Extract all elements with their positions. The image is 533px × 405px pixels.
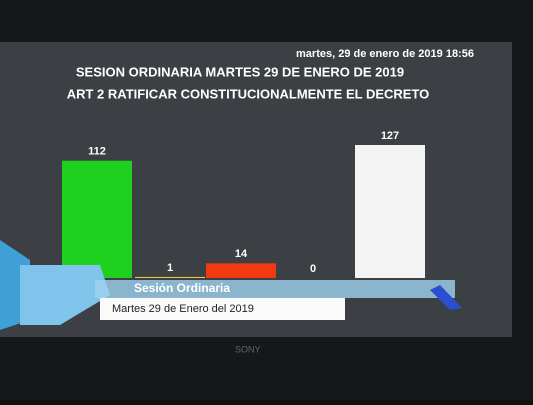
bar xyxy=(62,160,132,278)
value-label: 112 xyxy=(88,146,106,158)
bar xyxy=(206,263,276,278)
brand-logo: SONY xyxy=(235,344,261,354)
banner-strip xyxy=(95,280,455,298)
bar xyxy=(355,145,425,278)
value-label: 1 xyxy=(167,262,173,274)
value-label: 127 xyxy=(381,130,399,142)
value-label: 14 xyxy=(235,248,248,260)
chart-title: SESION ORDINARIA MARTES 29 DE ENERO DE 2… xyxy=(76,64,404,79)
banner-title: Sesión Ordinaria xyxy=(134,281,230,295)
bars: 112 1 14 0 127 xyxy=(62,130,425,278)
banner-date-box xyxy=(100,298,345,320)
timestamp: martes, 29 de enero de 2019 18:56 xyxy=(296,48,474,60)
banner-accent xyxy=(430,285,462,310)
lower-third: Sesión Ordinaria Martes 29 de Enero del … xyxy=(0,240,462,330)
chart-subtitle: ART 2 RATIFICAR CONSTITUCIONALMENTE EL D… xyxy=(67,86,430,101)
banner-date: Martes 29 de Enero del 2019 xyxy=(112,303,254,315)
value-label: 0 xyxy=(310,263,316,275)
bar xyxy=(135,276,205,278)
banner-emblem xyxy=(20,265,110,325)
